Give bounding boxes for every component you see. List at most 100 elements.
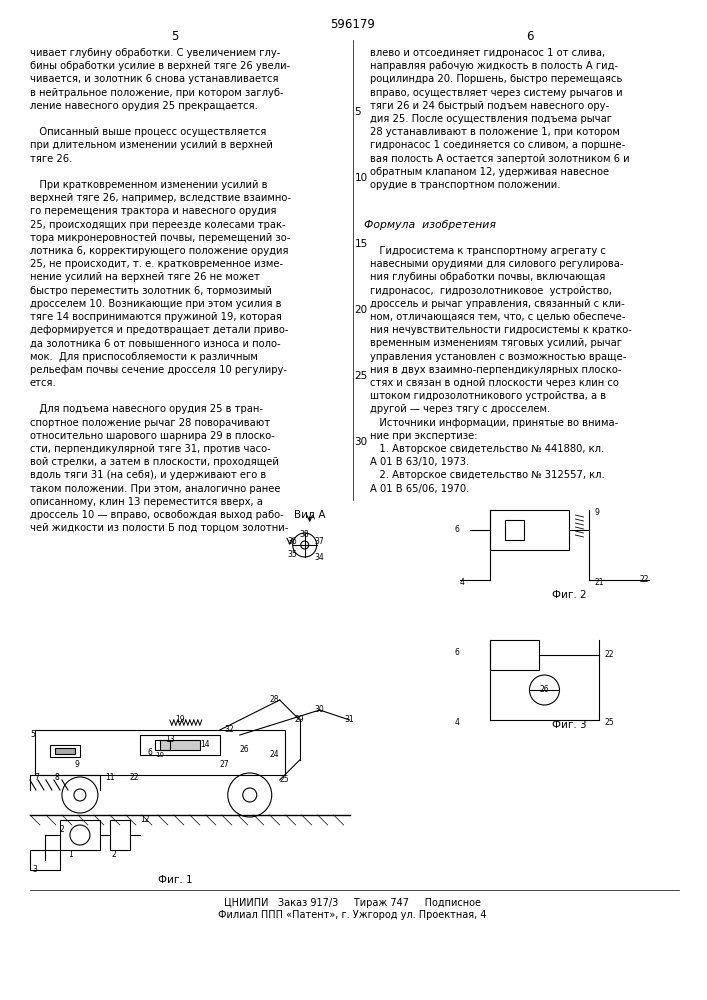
Text: обратным клапаном 12, удерживая навесное: обратным клапаном 12, удерживая навесное	[370, 167, 609, 177]
Text: 2: 2	[60, 825, 65, 834]
Text: временным изменениям тяговых усилий, рычаг: временным изменениям тяговых усилий, рыч…	[370, 338, 621, 348]
Text: 28: 28	[270, 695, 279, 704]
Text: 25: 25	[355, 371, 368, 381]
Text: чивается, и золотник 6 снова устанавливается: чивается, и золотник 6 снова устанавлива…	[30, 74, 279, 84]
Text: мок.  Для приспособляемости к различным: мок. Для приспособляемости к различным	[30, 352, 258, 362]
Bar	[489, 640, 539, 670]
Text: При кратковременном изменении усилий в: При кратковременном изменении усилий в	[30, 180, 267, 190]
Text: тяге 14 воспринимаются пружиной 19, которая: тяге 14 воспринимаются пружиной 19, кото…	[30, 312, 282, 322]
Text: ление навесного орудия 25 прекращается.: ление навесного орудия 25 прекращается.	[30, 101, 258, 111]
Bar	[60, 820, 100, 850]
Text: деформируется и предотвращает детали приво-: деформируется и предотвращает детали при…	[30, 325, 288, 335]
Text: штоком гидрозолотникового устройства, а в: штоком гидрозолотникового устройства, а …	[370, 391, 606, 401]
Text: Филиал ППП «Патент», г. Ужгород ул. Проектная, 4: Филиал ППП «Патент», г. Ужгород ул. Прое…	[218, 910, 487, 920]
Text: 596179: 596179	[330, 18, 375, 31]
Text: ния в двух взаимно-перпендикулярных плоско-: ния в двух взаимно-перпендикулярных плос…	[370, 365, 621, 375]
Text: чей жидкости из полости Б под торцом золотни-: чей жидкости из полости Б под торцом зол…	[30, 523, 288, 533]
Text: 22: 22	[639, 575, 649, 584]
Text: 9: 9	[595, 508, 600, 517]
Text: 2: 2	[112, 850, 117, 859]
Text: 21: 21	[595, 578, 604, 587]
Text: 30: 30	[315, 705, 325, 714]
Text: 19: 19	[175, 715, 185, 724]
Text: 28 устанавливают в положение 1, при котором: 28 устанавливают в положение 1, при кото…	[370, 127, 619, 137]
Text: вправо, осуществляет через систему рычагов и: вправо, осуществляет через систему рычаг…	[370, 88, 622, 98]
Text: тяге 26.: тяге 26.	[30, 154, 72, 164]
Text: 38: 38	[300, 530, 310, 539]
Text: тяги 26 и 24 быстрый подъем навесного ору-: тяги 26 и 24 быстрый подъем навесного ор…	[370, 101, 609, 111]
Text: 5: 5	[30, 730, 35, 739]
Text: 14: 14	[200, 740, 209, 749]
Text: Фиг. 3: Фиг. 3	[552, 720, 587, 730]
Text: 20: 20	[355, 305, 368, 315]
Text: 26: 26	[539, 685, 549, 694]
Text: Источники информации, принятые во внима-: Источники информации, принятые во внима-	[370, 418, 618, 428]
Text: 6: 6	[526, 30, 533, 43]
Text: 29: 29	[295, 715, 304, 724]
Text: верхней тяге 26, например, вследствие взаимно-: верхней тяге 26, например, вследствие вз…	[30, 193, 291, 203]
Text: влево и отсоединяет гидронасос 1 от слива,: влево и отсоединяет гидронасос 1 от слив…	[370, 48, 604, 58]
Text: быстро переместить золотник 6, тормозимый: быстро переместить золотник 6, тормозимы…	[30, 286, 272, 296]
Text: в нейтральное положение, при котором заглуб-: в нейтральное положение, при котором заг…	[30, 88, 284, 98]
Text: дросселем 10. Возникающие при этом усилия в: дросселем 10. Возникающие при этом усили…	[30, 299, 281, 309]
Text: спортное положение рычаг 28 поворачивают: спортное положение рычаг 28 поворачивают	[30, 418, 270, 428]
Text: 1. Авторское свидетельство № 441880, кл.: 1. Авторское свидетельство № 441880, кл.	[370, 444, 604, 454]
Text: 3: 3	[32, 865, 37, 874]
Text: А 01 В 65/06, 1970.: А 01 В 65/06, 1970.	[370, 484, 469, 494]
Text: 25, происходящих при переезде колесами трак-: 25, происходящих при переезде колесами т…	[30, 220, 286, 230]
Text: 2. Авторское свидетельство № 312557, кл.: 2. Авторское свидетельство № 312557, кл.	[370, 470, 604, 480]
Text: ется.: ется.	[30, 378, 57, 388]
Bar	[35, 730, 285, 775]
Text: гидронасос 1 соединяется со сливом, а поршне-: гидронасос 1 соединяется со сливом, а по…	[370, 140, 625, 150]
Text: 37: 37	[315, 537, 325, 546]
Text: 15: 15	[355, 239, 368, 249]
Text: ния нечувствительности гидросистемы к кратко-: ния нечувствительности гидросистемы к кр…	[370, 325, 631, 335]
Text: 31: 31	[344, 715, 354, 724]
Bar	[140, 735, 220, 755]
Text: 12: 12	[140, 815, 149, 824]
Text: да золотника 6 от повышенного износа и поло-: да золотника 6 от повышенного износа и п…	[30, 338, 281, 348]
Bar	[110, 820, 130, 850]
Text: 5: 5	[171, 30, 178, 43]
Bar	[160, 740, 200, 750]
Text: 24: 24	[270, 750, 279, 759]
Text: А 01 В 63/10, 1973.: А 01 В 63/10, 1973.	[370, 457, 469, 467]
Text: Гидросистема к транспортному агрегату с: Гидросистема к транспортному агрегату с	[370, 246, 605, 256]
Text: стях и связан в одной плоскости через клин со: стях и связан в одной плоскости через кл…	[370, 378, 619, 388]
Text: 6: 6	[455, 525, 460, 534]
Text: 35: 35	[288, 550, 298, 559]
Text: 1: 1	[68, 850, 73, 859]
Text: 10: 10	[355, 173, 368, 183]
Text: дроссель 10 — вправо, освобождая выход рабо-: дроссель 10 — вправо, освобождая выход р…	[30, 510, 284, 520]
Text: 25, не происходит, т. е. кратковременное изме-: 25, не происходит, т. е. кратковременное…	[30, 259, 283, 269]
Text: 22: 22	[604, 650, 614, 659]
Text: ния глубины обработки почвы, включающая: ния глубины обработки почвы, включающая	[370, 272, 605, 282]
Text: Вид А: Вид А	[294, 510, 325, 520]
Bar	[30, 850, 60, 870]
Text: таком положении. При этом, аналогично ранее: таком положении. При этом, аналогично ра…	[30, 484, 281, 494]
Text: другой — через тягу с дросселем.: другой — через тягу с дросселем.	[370, 404, 550, 414]
Text: дроссель и рычаг управления, связанный с кли-: дроссель и рычаг управления, связанный с…	[370, 299, 624, 309]
Text: Фиг. 2: Фиг. 2	[552, 590, 587, 600]
Text: Фиг. 1: Фиг. 1	[158, 875, 192, 885]
Text: относительно шарового шарнира 29 в плоско-: относительно шарового шарнира 29 в плоск…	[30, 431, 275, 441]
Text: ние при экспертизе:: ние при экспертизе:	[370, 431, 477, 441]
Text: описанному, клин 13 переместится вверх, а: описанному, клин 13 переместится вверх, …	[30, 497, 263, 507]
Bar	[489, 510, 569, 550]
Text: 6: 6	[455, 648, 460, 657]
Text: 26: 26	[240, 745, 250, 754]
Text: 8: 8	[55, 773, 59, 782]
Text: роцилиндра 20. Поршень, быстро перемещаясь: роцилиндра 20. Поршень, быстро перемещая…	[370, 74, 622, 84]
Text: нение усилий на верхней тяге 26 не может: нение усилий на верхней тяге 26 не может	[30, 272, 260, 282]
Text: вдоль тяги 31 (на себя), и удерживают его в: вдоль тяги 31 (на себя), и удерживают ег…	[30, 470, 267, 480]
Bar	[50, 745, 80, 757]
Text: навесными орудиями для силового регулирова-: навесными орудиями для силового регулиро…	[370, 259, 623, 269]
Text: 6: 6	[148, 748, 153, 757]
Text: 22: 22	[130, 773, 139, 782]
Text: управления установлен с возможностью враще-: управления установлен с возможностью вра…	[370, 352, 626, 362]
Text: 5: 5	[355, 107, 361, 117]
Text: 30: 30	[355, 437, 368, 447]
Text: 4: 4	[460, 578, 464, 587]
Text: ЦНИИПИ   Заказ 917/3     Тираж 747     Подписное: ЦНИИПИ Заказ 917/3 Тираж 747 Подписное	[224, 898, 481, 908]
Text: 32: 32	[225, 725, 235, 734]
